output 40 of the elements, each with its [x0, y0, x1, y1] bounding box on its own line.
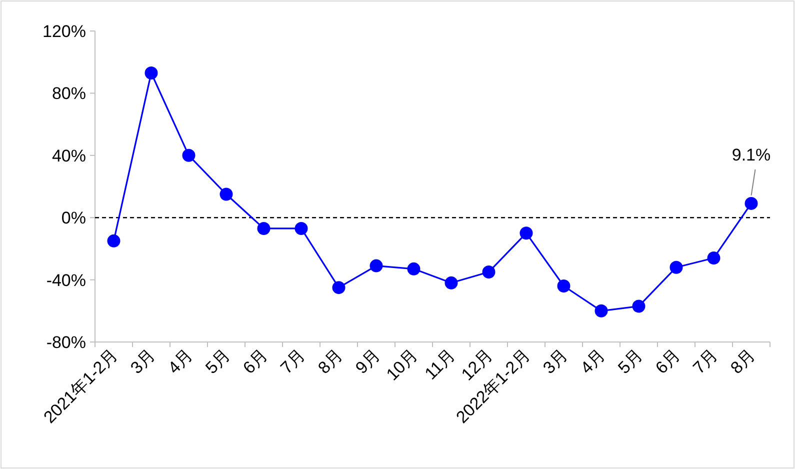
point	[744, 196, 758, 210]
point	[220, 188, 233, 201]
point	[482, 266, 496, 279]
x-tick-label: 3月	[126, 345, 160, 378]
point	[294, 222, 308, 235]
point	[370, 259, 383, 272]
x-tick-label: 5月	[614, 345, 647, 378]
y-tick-label: 40%	[52, 146, 86, 166]
x-tick-label: 7月	[689, 345, 722, 378]
point	[594, 304, 608, 318]
y-tick-label: 0%	[61, 208, 86, 228]
x-tick-label: 8月	[314, 345, 347, 378]
x-tick-label: 9月	[352, 345, 384, 378]
point	[707, 252, 720, 265]
x-tick-label: 5月	[202, 345, 234, 378]
point	[557, 280, 570, 293]
y-tick-label: -80%	[46, 333, 86, 352]
point	[407, 262, 420, 276]
x-tick-label: 10月	[382, 345, 422, 384]
x-tick-label: 11月	[421, 345, 460, 384]
point	[520, 226, 533, 240]
x-tick-label: 8月	[726, 345, 760, 378]
x-tick-label: 3月	[539, 345, 572, 378]
annotation: 9.1%	[732, 145, 771, 164]
point	[670, 260, 683, 274]
x-tick-label: 4月	[576, 345, 610, 378]
point	[257, 222, 270, 235]
point	[144, 66, 158, 80]
x-tick-label: 6月	[652, 345, 684, 378]
x-tick-label: 4月	[164, 345, 197, 378]
y-tick-label: -40%	[46, 270, 86, 290]
point	[444, 276, 458, 290]
y-tick-label: 120%	[42, 22, 86, 41]
x-tick-label: 7月	[276, 345, 310, 378]
point	[107, 234, 120, 248]
point	[632, 300, 646, 313]
point	[332, 281, 346, 294]
x-tick-label: 6月	[239, 345, 272, 378]
point	[182, 148, 196, 162]
y-tick-label: 80%	[52, 84, 86, 104]
